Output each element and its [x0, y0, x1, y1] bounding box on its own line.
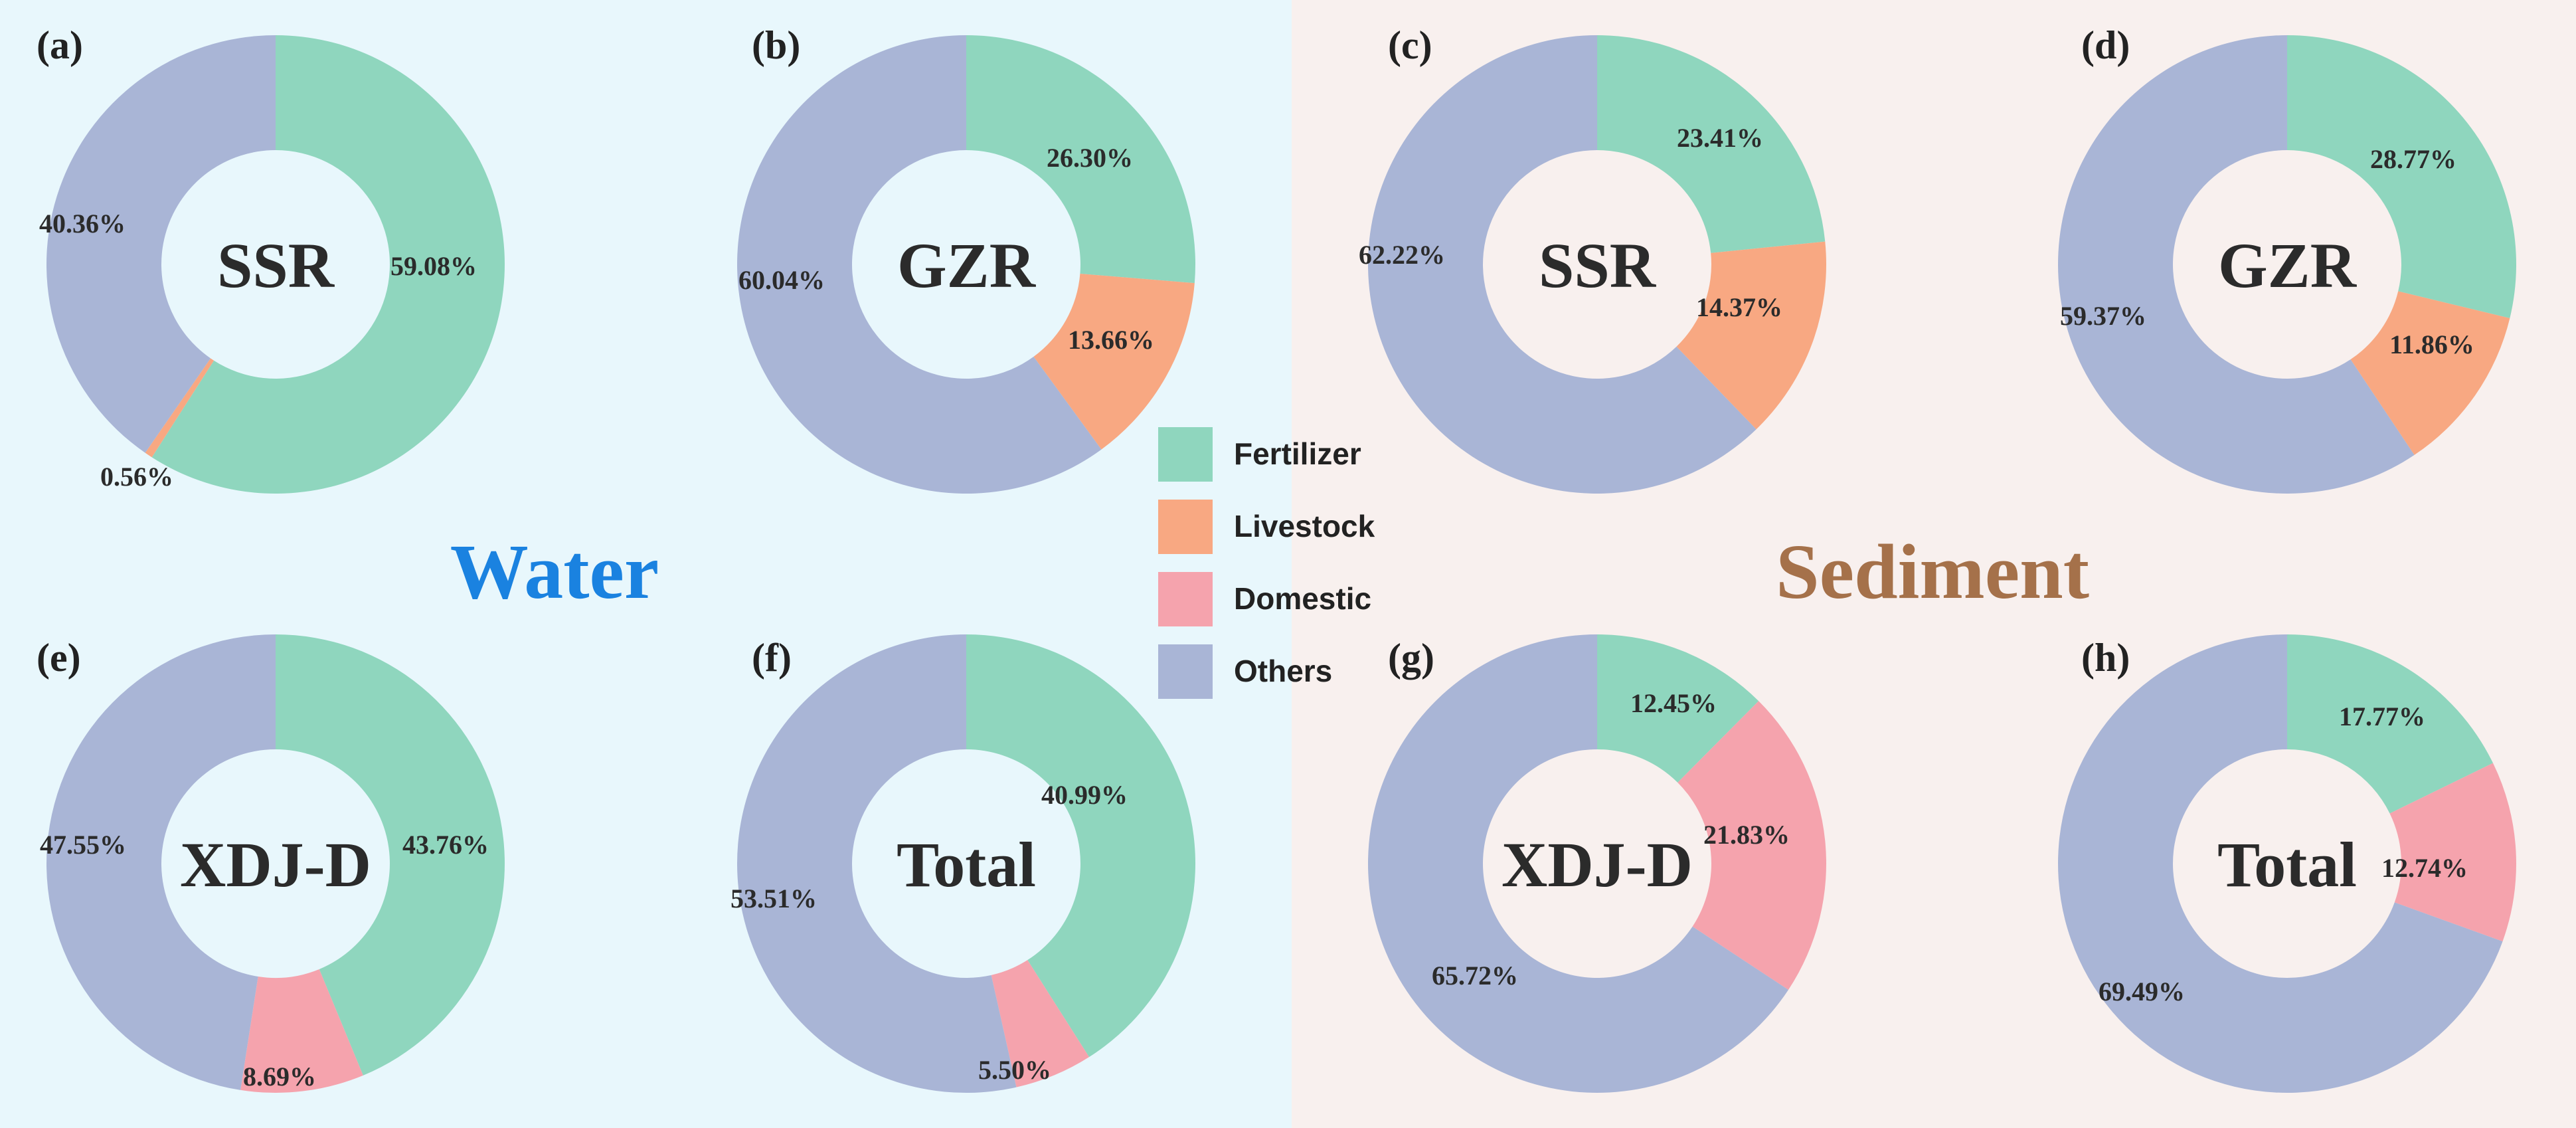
slice-g-domestic — [1677, 701, 1826, 990]
data-label-d-livestock: 11.86% — [2389, 329, 2474, 359]
donut-chart-h: 17.77% 12.74% 69.49% Total (h) — [2058, 634, 2517, 1093]
panel-label-a: (a) — [37, 23, 83, 67]
panel-label-b: (b) — [752, 23, 800, 67]
slice-b-fertilizer — [966, 35, 1195, 284]
slice-h-others — [2058, 634, 2503, 1093]
legend-swatch-domestic — [1158, 572, 1213, 626]
center-label-c: SSR — [1539, 230, 1657, 301]
data-label-e-fertilizer: 43.76% — [402, 830, 489, 860]
data-label-c-others: 62.22% — [1359, 240, 1445, 270]
legend-swatch-fertilizer — [1158, 427, 1213, 482]
slice-g-fertilizer — [1597, 634, 1759, 783]
data-label-e-others: 47.55% — [40, 830, 126, 860]
slice-c-others — [1368, 35, 1757, 494]
legend-label-others: Others — [1234, 654, 1332, 688]
donut-chart-f: 40.99% 5.50% 53.51% Total (f) — [730, 634, 1195, 1093]
data-label-f-domestic: 5.50% — [978, 1055, 1051, 1085]
slice-h-domestic — [2389, 763, 2517, 942]
slice-d-fertilizer — [2287, 35, 2517, 318]
data-label-a-livestock: 0.56% — [100, 462, 173, 492]
legend-label-fertilizer: Fertilizer — [1234, 436, 1361, 471]
panel-label-f: (f) — [752, 636, 792, 680]
center-label-a: SSR — [217, 230, 335, 301]
center-label-g: XDJ-D — [1502, 829, 1693, 900]
water-section-title: Water — [450, 528, 659, 615]
slice-e-others — [46, 634, 276, 1090]
data-label-h-domestic: 12.74% — [2381, 853, 2468, 883]
data-label-h-fertilizer: 17.77% — [2339, 702, 2425, 731]
slice-d-livestock — [2350, 291, 2510, 455]
legend: Fertilizer Livestock Domestic Others — [1158, 427, 1375, 699]
slice-c-fertilizer — [1597, 35, 1826, 253]
data-label-d-others: 59.37% — [2060, 301, 2146, 331]
panel-label-c: (c) — [1388, 23, 1432, 67]
donut-chart-b: 26.30% 13.66% 60.04% GZR (b) — [736, 23, 1195, 494]
slice-a-fertilizer — [151, 35, 505, 494]
donut-chart-d: 28.77% 11.86% 59.37% GZR (d) — [2058, 23, 2517, 494]
slice-b-livestock — [1033, 274, 1195, 450]
data-label-a-fertilizer: 59.08% — [390, 251, 477, 281]
donut-chart-e: 43.76% 8.69% 47.55% XDJ-D (e) — [37, 634, 505, 1093]
donut-chart-c: 23.41% 14.37% 62.22% SSR (c) — [1359, 23, 1826, 494]
center-label-f: Total — [897, 829, 1036, 900]
data-label-f-fertilizer: 40.99% — [1041, 780, 1128, 810]
donut-charts: 59.08% 0.56% 40.36% SSR (a) 26.30% 13.66% 60.04… — [37, 23, 2517, 1093]
slice-h-fertilizer — [2287, 634, 2494, 814]
slice-b-others — [736, 35, 1102, 494]
data-label-b-livestock: 13.66% — [1068, 325, 1154, 355]
data-label-c-livestock: 14.37% — [1696, 292, 1782, 322]
slice-e-fertilizer — [276, 634, 505, 1076]
legend-swatch-others — [1158, 644, 1213, 699]
center-label-b: GZR — [897, 230, 1037, 301]
data-label-g-domestic: 21.83% — [1703, 820, 1790, 850]
center-label-d: GZR — [2218, 230, 2358, 301]
panel-label-h: (h) — [2081, 636, 2130, 680]
data-label-g-fertilizer: 12.45% — [1630, 688, 1717, 718]
slice-c-livestock — [1676, 241, 1826, 430]
legend-swatch-livestock — [1158, 500, 1213, 554]
slice-a-livestock — [145, 358, 215, 458]
data-label-a-others: 40.36% — [39, 209, 126, 238]
data-label-d-fertilizer: 28.77% — [2370, 144, 2456, 174]
slice-f-fertilizer — [966, 634, 1195, 1058]
data-label-b-others: 60.04% — [738, 265, 825, 295]
legend-label-domestic: Domestic — [1234, 581, 1371, 616]
center-label-h: Total — [2217, 829, 2357, 900]
slice-f-others — [737, 634, 1017, 1093]
data-label-c-fertilizer: 23.41% — [1677, 123, 1763, 153]
donut-chart-g: 12.45% 21.83% 65.72% XDJ-D (g) — [1368, 634, 1826, 1093]
legend-label-livestock: Livestock — [1234, 509, 1375, 543]
panel-label-d: (d) — [2081, 23, 2130, 67]
slice-e-domestic — [240, 969, 363, 1093]
data-label-g-others: 65.72% — [1432, 961, 1518, 990]
donut-chart-a: 59.08% 0.56% 40.36% SSR (a) — [37, 23, 505, 494]
data-label-e-domestic: 8.69% — [243, 1062, 316, 1091]
sediment-section-title: Sediment — [1776, 528, 2089, 615]
data-label-h-others: 69.49% — [2099, 977, 2185, 1006]
data-label-f-others: 53.51% — [730, 884, 817, 913]
slice-d-others — [2058, 35, 2415, 494]
slice-a-others — [46, 35, 276, 453]
slice-g-others — [1368, 634, 1788, 1093]
panel-label-e: (e) — [37, 636, 81, 680]
slice-f-domestic — [991, 960, 1090, 1087]
center-label-e: XDJ-D — [180, 829, 371, 900]
data-label-b-fertilizer: 26.30% — [1047, 143, 1133, 173]
panel-label-g: (g) — [1388, 636, 1434, 680]
